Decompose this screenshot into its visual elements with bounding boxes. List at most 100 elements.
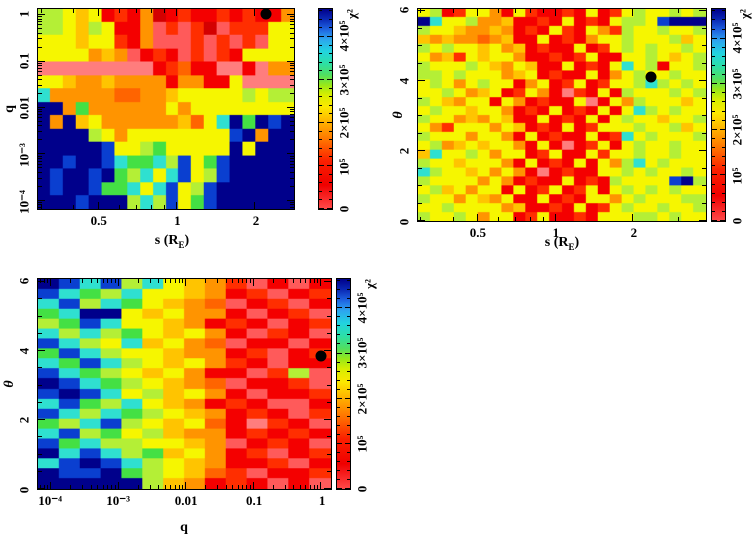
axis-tick (90, 485, 92, 489)
axis-tick (185, 482, 187, 489)
heatmap-cells (418, 9, 706, 221)
axis-tick (329, 164, 332, 166)
axis-tick (347, 388, 350, 390)
axis-tick (347, 334, 350, 336)
colorbar-tick-label: 10⁵ (729, 167, 745, 185)
axis-tick (319, 173, 322, 175)
axis-tick (136, 205, 138, 209)
axis-tick (290, 125, 294, 127)
axis-tick (136, 9, 138, 13)
axis-tick (178, 279, 180, 283)
axis-tick (38, 155, 42, 157)
axis-tick (151, 9, 153, 13)
y-tick-label: 4 (16, 347, 32, 355)
axis-tick (118, 9, 120, 13)
axis-tick (722, 156, 725, 158)
axis-tick (225, 485, 227, 489)
axis-tick (702, 185, 706, 187)
axis-tick (329, 139, 332, 141)
axis-tick (176, 202, 178, 209)
axis-tick (309, 485, 311, 489)
axis-tick (46, 485, 48, 489)
x-tick-label: 2 (630, 225, 638, 240)
axis-tick (319, 208, 324, 209)
axis-tick (43, 279, 45, 283)
axis-tick (290, 28, 294, 30)
axis-tick (327, 208, 332, 209)
axis-tick (290, 93, 294, 94)
axis-tick (290, 16, 294, 18)
x-axis-label: q (180, 520, 188, 535)
axis-tick (329, 190, 332, 192)
axis-tick (38, 62, 42, 64)
axis-tick (329, 61, 332, 63)
axis-tick (290, 204, 294, 206)
axis-tick (337, 379, 340, 381)
axis-tick (290, 167, 294, 169)
axis-tick (337, 325, 340, 327)
axis-tick (347, 316, 350, 318)
axis-tick (98, 205, 100, 209)
axis-tick (702, 202, 706, 204)
colorbar-title: χ² (737, 9, 752, 19)
axis-tick (38, 67, 42, 69)
axis-tick (50, 482, 52, 489)
axis-tick (38, 109, 42, 111)
axis-tick (329, 130, 332, 132)
axis-tick (722, 174, 725, 176)
axis-tick (722, 128, 725, 130)
y-tick-label: 6 (16, 277, 32, 285)
axis-tick (164, 279, 166, 283)
axis-tick (418, 220, 425, 221)
axis-tick (319, 113, 322, 115)
axis-tick (40, 205, 42, 209)
axis-tick (337, 352, 340, 354)
axis-tick (249, 485, 251, 489)
axis-tick (722, 110, 725, 112)
axis-tick (107, 279, 109, 283)
axis-tick (290, 157, 294, 159)
axis-tick (720, 220, 725, 221)
axis-tick (290, 21, 294, 23)
axis-tick (38, 28, 42, 30)
colorbar-tick-label: 4×10⁵ (729, 22, 745, 54)
axis-tick (632, 217, 634, 221)
axis-tick (232, 279, 234, 283)
axis-tick (38, 202, 42, 204)
axis-tick (722, 19, 725, 21)
axis-tick (712, 210, 715, 212)
axis-tick (149, 485, 151, 489)
x-tick-label: 1 (318, 493, 326, 508)
axis-tick (329, 147, 332, 149)
axis-tick (712, 183, 715, 185)
axis-tick (287, 106, 294, 108)
axis-tick (254, 205, 256, 209)
axis-tick (319, 190, 322, 192)
axis-tick (38, 436, 42, 438)
axis-tick (170, 279, 172, 283)
axis-tick (90, 279, 92, 283)
axis-tick (82, 485, 84, 489)
axis-tick (329, 27, 332, 29)
heatmap-s-q (37, 8, 295, 210)
axis-tick (290, 46, 294, 48)
axis-tick (38, 106, 45, 108)
axis-tick (452, 217, 454, 221)
axis-tick (722, 147, 725, 149)
axis-tick (117, 482, 119, 489)
axis-tick (38, 315, 42, 317)
axis-tick (418, 202, 422, 204)
axis-tick (319, 139, 322, 141)
axis-tick (329, 18, 332, 20)
axis-tick (38, 281, 42, 283)
axis-tick (677, 9, 679, 13)
axis-tick (38, 185, 42, 187)
axis-tick (722, 192, 725, 194)
axis-tick (38, 419, 42, 421)
axis-tick (319, 121, 322, 123)
axis-tick (174, 485, 176, 489)
axis-tick (38, 199, 45, 201)
y-tick-label: 2 (396, 148, 412, 155)
axis-tick (337, 334, 340, 336)
axis-tick (319, 147, 322, 149)
